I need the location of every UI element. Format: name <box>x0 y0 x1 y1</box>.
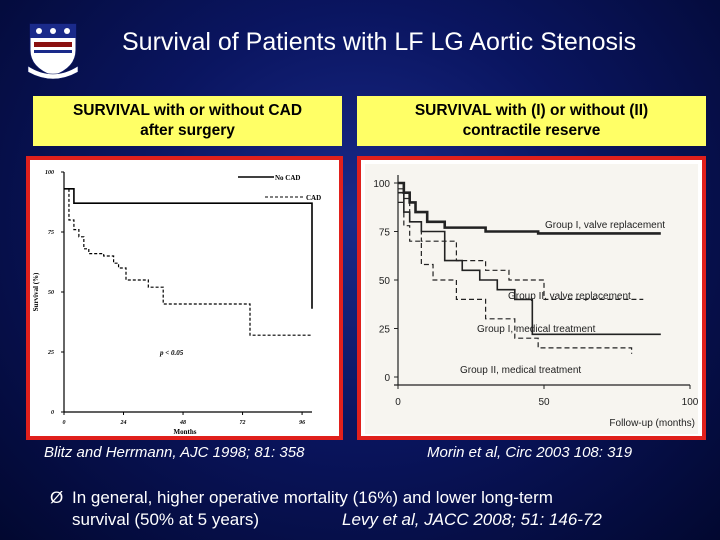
left-legend-label-1: CAD <box>306 194 321 202</box>
right-survival-chart: 0 50 100 0 25 50 75 100 Follow-up (months) Group … <box>357 156 706 440</box>
right-x-tick-label: 50 <box>538 397 550 408</box>
right-x-tick-label: 100 <box>682 397 699 408</box>
left-annotation: p < 0.05 <box>159 349 184 357</box>
right-series-line-2 <box>398 191 661 336</box>
left-chart-svg: 0 24 48 72 96 0 25 50 75 100 Months Survival (%) No … <box>32 170 321 436</box>
right-series-label-1: Group II, valve replacement <box>508 291 631 302</box>
right-y-tick-label: 0 <box>384 373 390 384</box>
left-subtitle-line1: SURVIVAL with or without CAD <box>72 102 303 119</box>
right-series-line-1 <box>398 188 644 300</box>
right-y-tick-label: 75 <box>379 228 391 239</box>
left-y-tick-label: 75 <box>48 230 54 236</box>
bullet-text-line2: survival (50% at 5 years) <box>72 510 260 529</box>
left-legend-label-0: No CAD <box>275 174 300 182</box>
left-y-axis-label: Survival (%) <box>32 272 40 311</box>
left-x-tick-label: 72 <box>240 420 246 426</box>
right-x-axis-label: Follow-up (months) <box>609 418 695 429</box>
left-citation: Blitz and Herrmann, AJC 1998; 81: 358 <box>44 444 305 461</box>
right-citation: Morin et al, Circ 2003 108: 319 <box>427 444 633 461</box>
right-series-line-0 <box>398 181 661 235</box>
left-x-tick-label: 0 <box>63 420 66 426</box>
left-subtitle-line2: after surgery <box>140 122 235 139</box>
right-subtitle-line1: SURVIVAL with (I) or without (II) <box>414 102 649 119</box>
right-series-label-0: Group I, valve replacement <box>545 220 665 231</box>
right-series-label-3: Group II, medical treatment <box>460 365 581 376</box>
right-subtitle-line2: contractile reserve <box>462 122 601 139</box>
left-survival-chart: 0 24 48 72 96 0 25 50 75 100 Months Survival (%) No … <box>26 156 343 440</box>
left-x-tick-label: 96 <box>299 420 305 426</box>
left-series-line-0 <box>64 188 313 309</box>
slide-title: Survival of Patients with LF LG Aortic S… <box>122 28 637 56</box>
university-shield-logo <box>27 23 79 80</box>
right-y-tick-label: 25 <box>379 325 391 336</box>
left-y-tick-label: 100 <box>45 170 54 176</box>
right-y-tick-label: 50 <box>379 276 391 287</box>
left-y-tick-label: 50 <box>48 290 54 296</box>
bullet-text-line1: In general, higher operative mortality (… <box>72 488 553 507</box>
bullet-reference: Levy et al, JACC 2008; 51: 146-72 <box>342 510 602 529</box>
right-panel-subtitle: SURVIVAL with (I) or without (II) contra… <box>357 96 706 146</box>
bullet-arrow-icon: Ø <box>50 488 64 507</box>
right-series-label-2: Group I, medical treatment <box>477 324 596 335</box>
right-x-tick-label: 0 <box>395 397 401 408</box>
right-series-line-3 <box>398 201 633 354</box>
left-series-line-1 <box>64 188 312 336</box>
left-x-tick-label: 24 <box>120 420 127 426</box>
left-panel-subtitle: SURVIVAL with or without CAD after surge… <box>33 96 342 146</box>
right-chart-svg: 0 50 100 0 25 50 75 100 Follow-up (months) Group … <box>365 164 699 434</box>
right-y-tick-label: 100 <box>373 179 390 190</box>
left-x-axis-label: Months <box>174 428 197 436</box>
left-y-tick-label: 25 <box>47 350 54 356</box>
left-y-tick-label: 0 <box>51 410 54 416</box>
left-x-tick-label: 48 <box>179 420 186 426</box>
